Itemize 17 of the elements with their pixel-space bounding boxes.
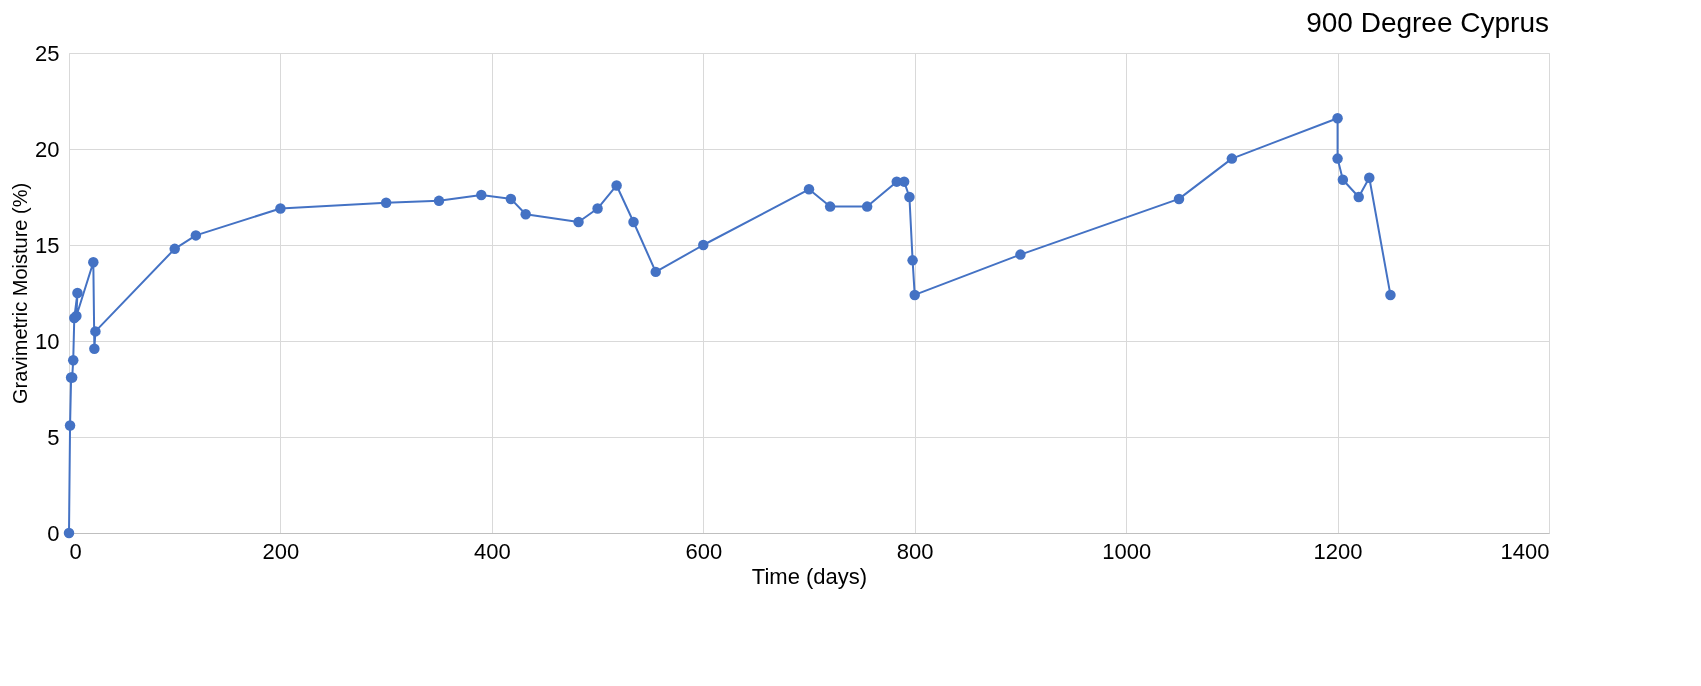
x-tick-label: 1000 <box>1102 538 1152 564</box>
y-tick-label: 5 <box>47 424 60 450</box>
y-tick-label: 25 <box>35 40 60 66</box>
x-tick-label: 1200 <box>1313 538 1363 564</box>
x-tick-label: 400 <box>474 538 511 564</box>
y-axis-title: Gravimetric Moisture (%) <box>9 182 32 405</box>
x-axis-title: Time (days) <box>751 563 868 589</box>
y-tick-label: 10 <box>35 328 60 354</box>
y-tick-label: 20 <box>35 136 60 162</box>
x-tick-label: 1400 <box>1500 538 1550 564</box>
y-tick-label: 0 <box>47 520 60 546</box>
x-tick-label: 600 <box>685 538 723 564</box>
y-tick-label: 15 <box>35 232 60 258</box>
x-tick-label: 0 <box>69 538 82 564</box>
x-tick-label: 800 <box>896 538 934 564</box>
x-tick-label: 200 <box>262 538 300 564</box>
chart-title: 900 Degree Cyprus <box>1306 7 1549 38</box>
